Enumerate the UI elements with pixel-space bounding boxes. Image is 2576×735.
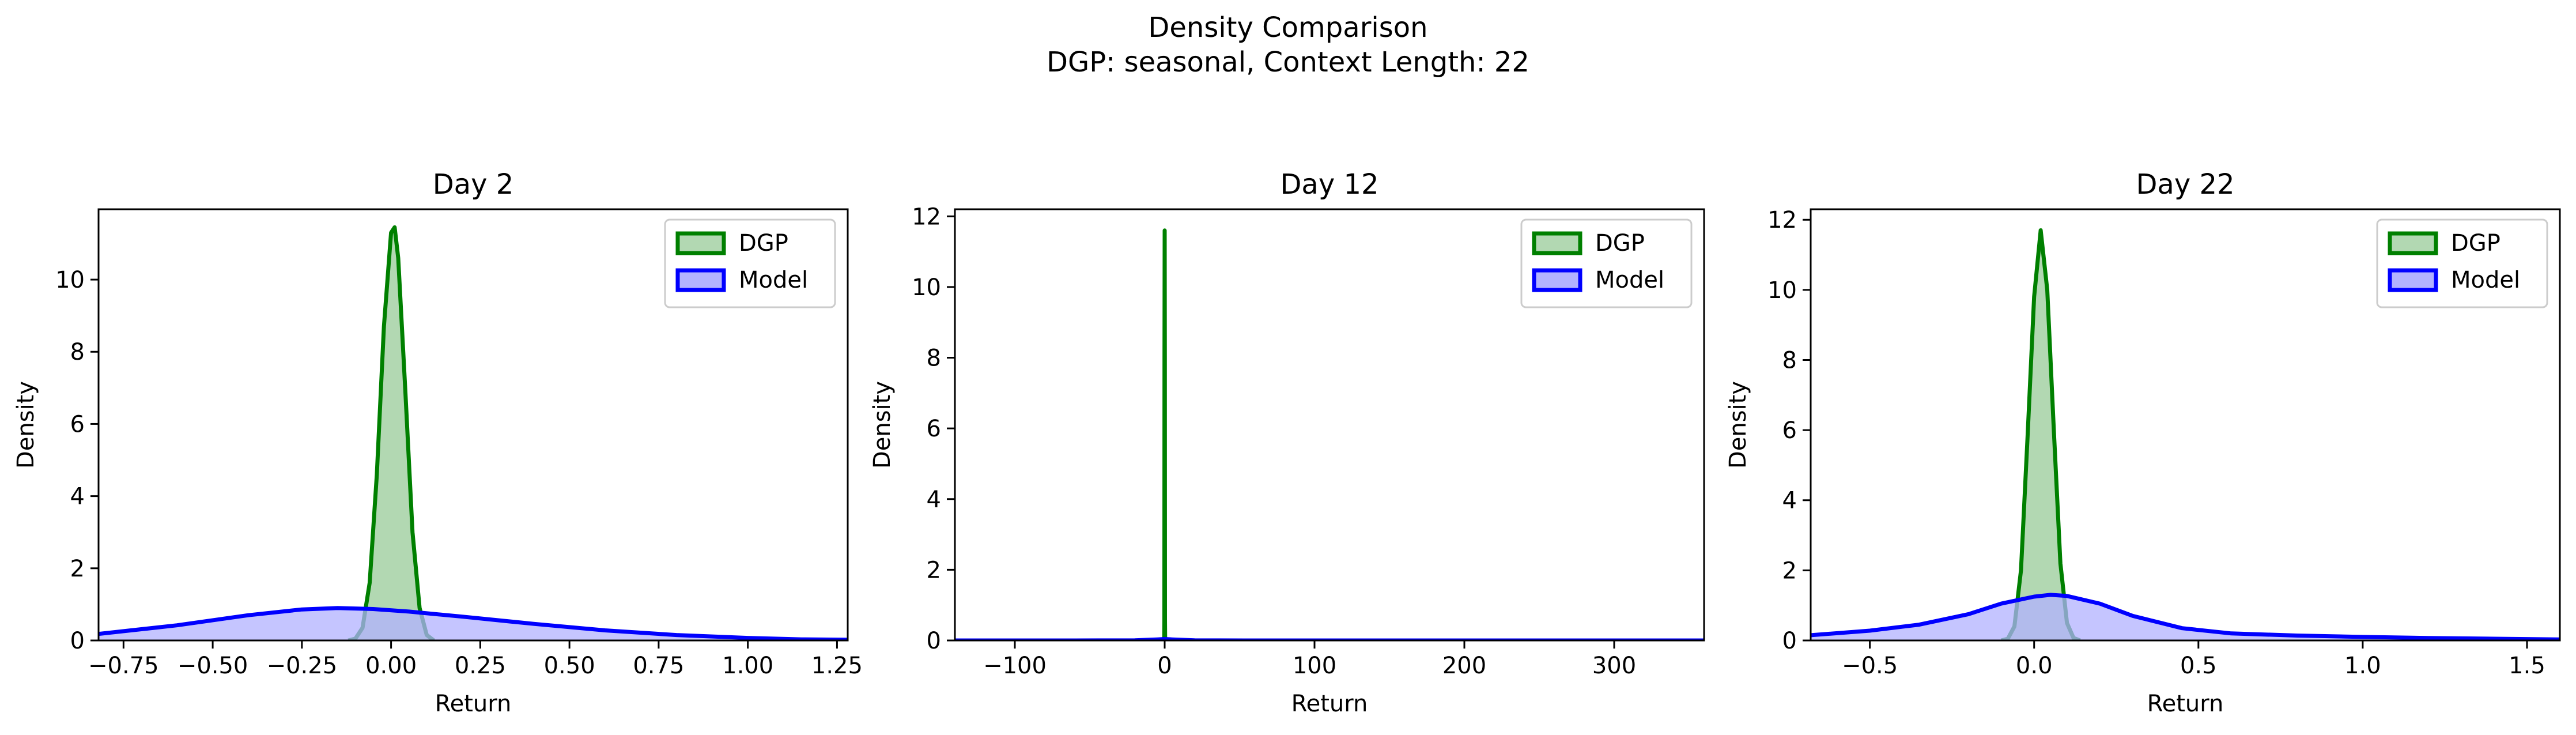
y-axis-label: Density (1725, 381, 1751, 469)
y-tick-label: 0 (927, 628, 941, 654)
y-tick-label: 10 (1767, 277, 1797, 304)
model-legend-swatch (1532, 268, 1582, 292)
dgp-legend-swatch (675, 231, 726, 255)
dgp-legend-label: DGP (739, 230, 788, 257)
x-tick-label: −0.75 (88, 653, 159, 679)
y-tick-label: 2 (1782, 557, 1797, 584)
y-tick-label: 4 (927, 487, 941, 513)
plot-area (99, 225, 848, 640)
x-tick-label: 0.5 (2180, 653, 2217, 679)
y-tick-label: 0 (70, 628, 85, 654)
subplot-1: Day 2 −0.75 −0.50 −0.25 0.00 0.25 0.50 0.75 1.00… (13, 168, 863, 717)
axes-frame (1810, 208, 2561, 642)
x-tick-label: −100 (983, 653, 1047, 679)
subplots: Day 2−0.75 −0.50 −0.25 0.00 0.25 0.50 0.75 1.00… (13, 168, 2561, 717)
plot-area (1811, 228, 2560, 640)
y-tick-label: 2 (927, 557, 941, 583)
axes-frame (954, 208, 1705, 642)
dgp-density-fill (2001, 230, 2080, 640)
y-axis-label: Density (869, 381, 896, 469)
dgp-legend-swatch (2388, 231, 2438, 255)
x-tick-label: 0.25 (455, 653, 506, 679)
x-tick-label: 0.00 (365, 653, 417, 679)
y-tick-label: 8 (927, 345, 941, 372)
y-tick-label: 2 (70, 556, 85, 582)
legend: DGP Model (664, 218, 836, 308)
model-legend-swatch (2388, 268, 2438, 292)
y-axis-label: Density (13, 381, 39, 469)
y-tick-label: 12 (912, 203, 941, 230)
legend: DGP Model (1520, 218, 1693, 308)
y-tick-label: 6 (927, 416, 941, 442)
y-tick-label: 6 (1782, 417, 1797, 444)
model-density-fill (1811, 594, 2560, 640)
model-legend-label: Model (2451, 267, 2520, 293)
dgp-density-fill (348, 227, 434, 640)
x-axis-label: Return (2147, 691, 2224, 717)
x-tick-label: 1.25 (811, 653, 863, 679)
y-tick-label: 12 (1767, 207, 1797, 233)
y-tick-label: 6 (70, 411, 85, 438)
model-legend-swatch (675, 268, 726, 292)
x-tick-label: 0.0 (2016, 653, 2053, 679)
x-tick-label: 100 (1293, 653, 1336, 679)
model-legend-label: Model (1595, 267, 1664, 293)
dgp-legend-label: DGP (1595, 230, 1645, 257)
x-tick-label: −0.25 (267, 653, 338, 679)
subplot-2: Day 12 −100 0 100 200 300 0 2 4 6 8 10 12 Return Densi… (869, 168, 1705, 717)
dgp-legend-label: DGP (2451, 230, 2501, 257)
model-density-fill (99, 608, 848, 640)
model-density-line (1811, 593, 2560, 640)
y-tick-label: 10 (912, 274, 941, 301)
y-tick-label: 0 (1782, 628, 1797, 654)
subplot-title: Day 12 (1280, 168, 1378, 201)
subplot-3: Day 22 −0.5 0.0 0.5 1.0 1.5 0 2 4 6 8 10 12 Return Den… (1725, 168, 2561, 717)
x-tick-label: 0.75 (633, 653, 684, 679)
axes-frame (97, 208, 849, 642)
subplot-title: Day 22 (2136, 168, 2234, 201)
model-legend-label: Model (739, 267, 808, 293)
y-tick-label: 4 (1782, 488, 1797, 514)
legend: DGP Model (2376, 218, 2548, 308)
y-tick-label: 10 (55, 267, 85, 293)
figure-suptitle-line1: Density Comparison (1148, 12, 1427, 44)
subplot-title: Day 2 (433, 168, 514, 201)
x-axis-label: Return (1291, 691, 1368, 717)
figure-suptitle-line2: DGP: seasonal, Context Length: 22 (1047, 46, 1529, 78)
x-tick-label: −0.50 (177, 653, 248, 679)
y-tick-label: 8 (1782, 347, 1797, 374)
model-density-line (99, 606, 848, 640)
x-tick-label: 200 (1442, 653, 1486, 679)
dgp-density-line (1162, 228, 1168, 640)
x-tick-label: 1.5 (2509, 653, 2545, 679)
x-tick-label: 0.50 (544, 653, 595, 679)
x-tick-label: −0.5 (1842, 653, 1898, 679)
x-tick-label: 300 (1592, 653, 1636, 679)
x-tick-label: 1.00 (722, 653, 773, 679)
dgp-legend-swatch (1532, 231, 1582, 255)
x-tick-label: 0 (1157, 653, 1172, 679)
x-tick-label: 1.0 (2344, 653, 2381, 679)
y-tick-label: 4 (70, 484, 85, 510)
x-axis-label: Return (435, 691, 512, 717)
y-tick-label: 8 (70, 339, 85, 365)
